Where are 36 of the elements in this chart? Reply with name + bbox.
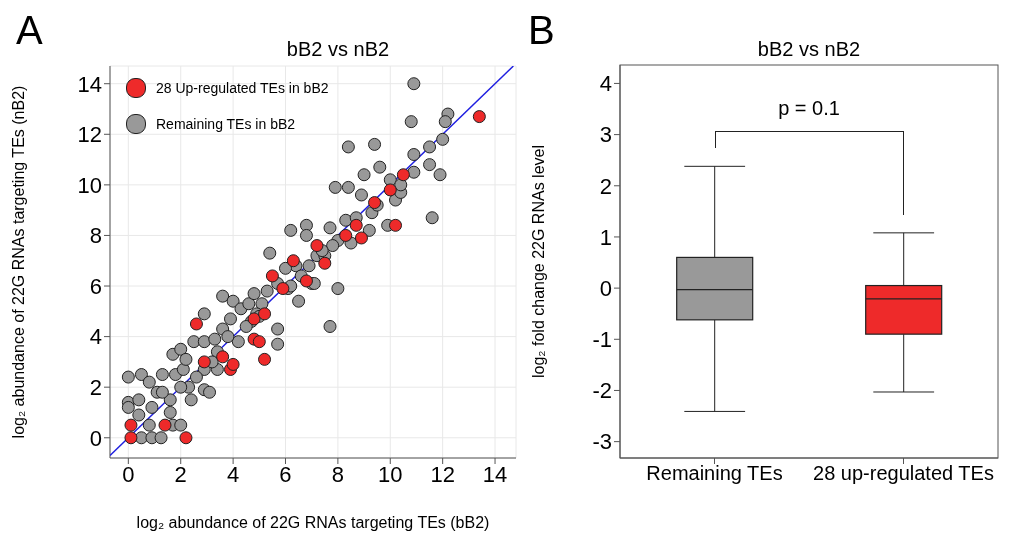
x-tick-label: 28 up-regulated TEs	[813, 462, 994, 485]
y-tick-label: 2	[89, 375, 102, 400]
y-tick-label: -1	[592, 327, 612, 353]
x-tick-label: 0	[122, 461, 135, 487]
y-tick-label: -2	[592, 378, 612, 404]
y-tick-label: 0	[599, 275, 612, 301]
y-tick-label: 3	[599, 122, 612, 148]
y-tick-label: 12	[77, 122, 102, 148]
chart-title: bB2 vs nB2	[285, 38, 391, 61]
y-tick-label: 14	[77, 71, 102, 97]
x-tick-label: 14	[482, 461, 508, 487]
y-tick-label: 8	[89, 223, 102, 249]
legend-label: 28 Up-regulated TEs in bB2	[156, 80, 329, 96]
text: B	[528, 8, 555, 53]
x-tick-label: 6	[279, 461, 292, 487]
x-tick-label: 2	[174, 461, 187, 487]
text: A	[16, 8, 43, 53]
x-tick-label: 12	[430, 461, 455, 487]
y-axis-title: log₂ abundance of 22G RNAs targeting TEs (nB2)	[9, 85, 27, 439]
y-tick-label: 2	[599, 173, 612, 199]
y-tick-label: 6	[89, 273, 102, 299]
legend-label: Remaining TEs in bB2	[156, 116, 296, 132]
chart-title: bB2 vs nB2	[756, 38, 862, 61]
x-axis-title: log₂ abundance of 22G RNAs targeting TEs (bB2)	[136, 514, 490, 531]
x-tick-label: Remaining TEs	[646, 462, 783, 485]
y-tick-label: 1	[599, 224, 612, 250]
annotation: p = 0.1	[777, 96, 841, 120]
x-tick-label: 4	[226, 461, 240, 487]
y-tick-label: 10	[77, 172, 102, 198]
y-tick-label: 4	[599, 71, 612, 97]
x-tick-label: 10	[378, 461, 403, 487]
y-tick-label: 4	[89, 324, 102, 350]
x-tick-label: 8	[331, 461, 345, 487]
y-axis-title: log₂ fold change 22G RNAs level	[529, 144, 547, 379]
y-tick-label: 0	[89, 425, 102, 451]
y-tick-label: -3	[592, 429, 612, 455]
